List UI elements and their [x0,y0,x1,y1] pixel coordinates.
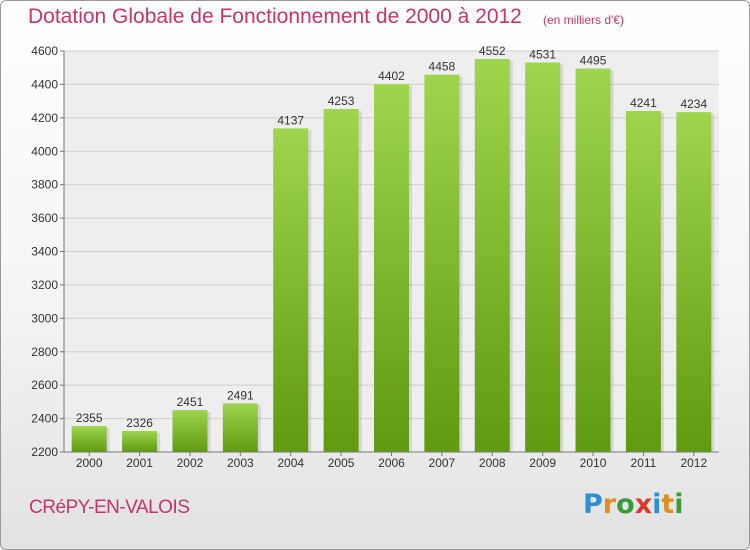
y-tick-label: 3200 [31,278,58,292]
bar-2007[interactable] [424,74,460,452]
bar-2011[interactable] [625,110,661,453]
x-tick-label: 2012 [680,456,707,470]
bar-value-label: 2451 [177,395,204,409]
bar-2000[interactable] [71,426,107,452]
y-tick-label: 2800 [31,345,58,359]
chart-title: Dotation Globale de Fonctionnement de 20… [28,5,522,28]
x-tick-label: 2008 [479,456,506,470]
y-axis: 2200 2400 2600 2800 3000 3200 3400 3600 3800 4000… [31,44,65,459]
bar-value-label: 4458 [429,60,456,74]
bar-2012[interactable] [676,112,712,452]
x-tick-label: 2011 [631,456,657,470]
bar-2001[interactable] [122,430,158,452]
logo-letter: o [616,489,635,520]
x-tick-label: 2003 [227,456,254,470]
bar-value-label: 2326 [126,416,153,430]
y-tick-label: 3400 [31,245,58,259]
x-tick-label: 2007 [429,456,456,470]
bar-value-label: 2491 [227,388,254,402]
logo-letter: P [583,489,603,520]
y-tick-label: 3000 [31,311,58,325]
bar-value-label: 4234 [680,97,707,111]
bar-2009[interactable] [525,62,561,453]
y-tick-label: 4600 [31,44,58,58]
bar-value-label: 4253 [328,94,355,108]
y-tick-label: 4000 [31,144,58,158]
y-tick-label: 2200 [31,445,58,459]
bar-value-label: 4402 [378,69,405,83]
bar-value-label: 4495 [580,54,607,68]
x-tick-label: 2004 [277,456,304,470]
y-tick-label: 2600 [31,378,58,392]
bar-2005[interactable] [323,108,359,453]
y-tick-label: 2400 [31,412,58,426]
bar-2003[interactable] [222,403,258,452]
x-tick-label: 2001 [126,456,153,470]
commune-name: CRéPY-EN-VALOIS [29,497,190,518]
bar-2008[interactable] [474,59,510,453]
y-tick-label: 4200 [31,111,58,125]
y-tick-label: 3800 [31,178,58,192]
bar-value-label: 2355 [76,411,103,425]
bar-2006[interactable] [374,84,409,453]
bar-2002[interactable] [172,410,208,452]
bars: 2355 2326 2451 2491 4137 4253 4402 4458 4552 4531… [71,44,715,453]
x-tick-label: 2006 [378,456,405,470]
x-tick-label: 2009 [529,456,556,470]
x-tick-label: 2002 [177,456,204,470]
bar-value-label: 4531 [529,48,556,62]
proxiti-logo[interactable]: Proxiti [583,489,684,520]
x-tick-label: 2005 [328,456,355,470]
bar-2010[interactable] [575,68,611,452]
logo-letter: i [652,489,662,520]
bar-value-label: 4241 [630,96,657,110]
logo-letter: r [602,489,617,520]
logo-letter: t [661,489,675,520]
logo-letter: x [634,489,653,520]
y-tick-label: 3600 [31,211,58,225]
x-axis: 2000 2001 2002 2003 2004 2005 2006 2007 2008 2009… [64,451,719,470]
bar-value-label: 4137 [277,113,304,127]
bar-value-label: 4552 [479,44,506,58]
logo-letter: i [674,489,684,520]
bar-2004[interactable] [273,128,309,452]
y-tick-label: 4400 [31,77,58,91]
x-tick-label: 2010 [580,456,607,470]
x-tick-label: 2000 [76,456,103,470]
chart-unit-label: (en milliers d'€) [543,13,624,27]
